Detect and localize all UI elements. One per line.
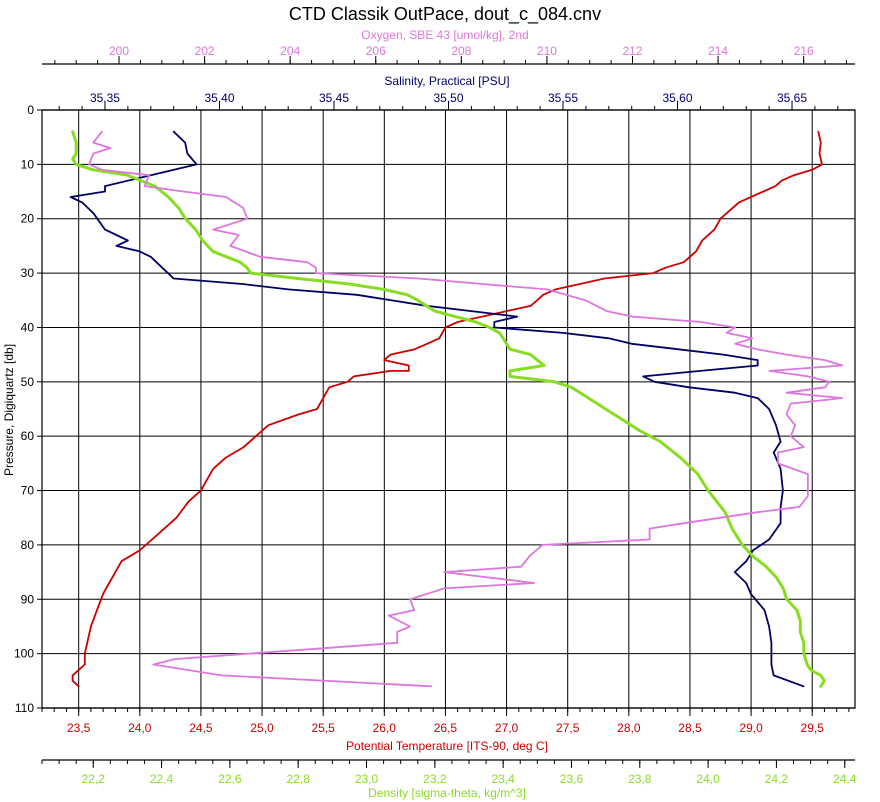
oxygen-tick-label-200: 200 <box>109 44 129 58</box>
temperature-tick-label-26-0: 26,0 <box>373 721 397 735</box>
temperature-tick-label-28-0: 28,0 <box>617 721 641 735</box>
salinity-tick-label-35-50: 35,50 <box>433 91 463 105</box>
oxygen-tick-label-214: 214 <box>708 44 728 58</box>
oxygen-tick-label-210: 210 <box>537 44 557 58</box>
pressure-tick-label-80: 80 <box>21 538 35 552</box>
salinity-series-line <box>69 130 805 688</box>
salinity-axis-label: Salinity, Practical [PSU] <box>384 74 509 88</box>
temperature-tick-label-27-0: 27,0 <box>495 721 519 735</box>
plot-frame <box>41 109 856 709</box>
density-tick-label-23-6: 23,6 <box>560 772 584 786</box>
pressure-tick-label-100: 100 <box>14 647 34 661</box>
salinity-tick-label-35-45: 35,45 <box>319 91 349 105</box>
pressure-tick-label-20: 20 <box>21 212 35 226</box>
temperature-tick-label-29-5: 29,5 <box>801 721 825 735</box>
density-tick-label-22-8: 22,8 <box>287 772 311 786</box>
pressure-tick-label-40: 40 <box>21 320 35 334</box>
density-series-line <box>71 130 826 688</box>
density-tick-label-22-2: 22,2 <box>82 772 106 786</box>
density-tick-label-23-8: 23,8 <box>628 772 652 786</box>
oxygen-tick-label-208: 208 <box>451 44 471 58</box>
pressure-tick-label-90: 90 <box>21 592 35 606</box>
salinity-tick-label-35-55: 35,55 <box>548 91 578 105</box>
pressure-tick-label-10: 10 <box>21 157 35 171</box>
axes-layer: 0 10 20 30 40 50 60 70 80 90 100 110 200 202 204 206 208… <box>14 44 857 786</box>
temperature-tick-label-25-5: 25,5 <box>312 721 336 735</box>
density-tick-label-24-2: 24,2 <box>765 772 789 786</box>
temperature-tick-label-25-0: 25,0 <box>250 721 274 735</box>
temperature-axis-label: Potential Temperature [ITS-90, deg C] <box>346 739 548 753</box>
density-tick-label-23-2: 23,2 <box>423 772 447 786</box>
density-tick-label-23-4: 23,4 <box>491 772 515 786</box>
temperature-tick-label-24-5: 24,5 <box>189 721 213 735</box>
pressure-tick-label-30: 30 <box>21 266 35 280</box>
pressure-tick-label-110: 110 <box>15 701 34 715</box>
temperature-tick-label-26-5: 26,5 <box>434 721 458 735</box>
temperature-tick-label-28-5: 28,5 <box>678 721 702 735</box>
temperature-tick-label-27-5: 27,5 <box>556 721 580 735</box>
temperature-series-line <box>71 130 823 688</box>
pressure-tick-label-60: 60 <box>21 429 35 443</box>
density-tick-label-24-0: 24,0 <box>696 772 720 786</box>
oxygen-tick-label-216: 216 <box>794 44 814 58</box>
density-tick-label-23-0: 23,0 <box>355 772 379 786</box>
pressure-tick-label-50: 50 <box>21 375 35 389</box>
temperature-tick-label-29-0: 29,0 <box>739 721 763 735</box>
salinity-tick-label-35-60: 35,60 <box>662 91 692 105</box>
oxygen-tick-label-212: 212 <box>622 44 642 58</box>
series-layer <box>69 130 844 688</box>
oxygen-axis-label: Oxygen, SBE 43 [umol/kg], 2nd <box>361 28 528 42</box>
density-tick-label-22-4: 22,4 <box>150 772 174 786</box>
pressure-axis-label: Pressure, Digiquartz [db] <box>2 344 16 476</box>
salinity-tick-label-35-35: 35,35 <box>90 91 120 105</box>
oxygen-series-line <box>88 130 844 688</box>
grid-layer <box>41 109 856 709</box>
temperature-tick-label-24-0: 24,0 <box>128 721 152 735</box>
oxygen-tick-label-202: 202 <box>195 44 215 58</box>
temperature-tick-label-23-5: 23,5 <box>67 721 91 735</box>
salinity-tick-label-35-40: 35,40 <box>204 91 234 105</box>
oxygen-tick-label-204: 204 <box>280 44 300 58</box>
pressure-tick-label-70: 70 <box>21 484 35 498</box>
density-tick-label-24-4: 24,4 <box>833 772 857 786</box>
oxygen-tick-label-206: 206 <box>366 44 386 58</box>
density-tick-label-22-6: 22,6 <box>218 772 242 786</box>
pressure-tick-label-0: 0 <box>27 103 34 117</box>
salinity-tick-label-35-65: 35,65 <box>777 91 807 105</box>
density-axis-label: Density [sigma-theta, kg/m^3] <box>368 786 526 800</box>
chart-title: CTD Classik OutPace, dout_c_084.cnv <box>289 4 601 25</box>
